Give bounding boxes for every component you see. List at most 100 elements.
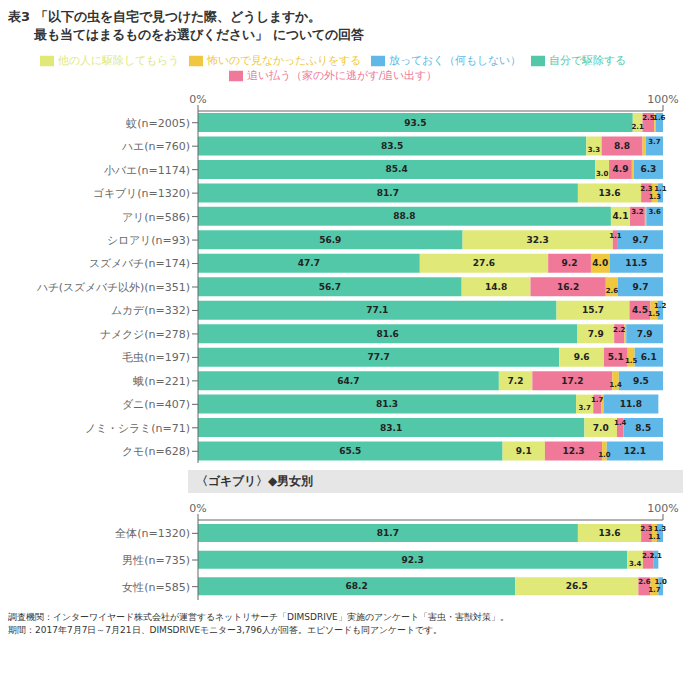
svg-text:ダニ(n=407): ダニ(n=407) [122, 398, 190, 411]
svg-text:81.6: 81.6 [377, 329, 399, 339]
svg-text:12.1: 12.1 [624, 446, 646, 456]
svg-text:92.3: 92.3 [401, 555, 423, 565]
svg-text:1.4: 1.4 [614, 419, 627, 427]
svg-text:26.5: 26.5 [566, 581, 588, 591]
svg-text:9.6: 9.6 [574, 352, 590, 362]
svg-text:14.8: 14.8 [485, 282, 507, 292]
svg-text:6.1: 6.1 [641, 352, 657, 362]
svg-text:11.8: 11.8 [620, 399, 642, 409]
svg-text:2.3: 2.3 [640, 525, 653, 533]
svg-text:1.6: 1.6 [653, 114, 666, 122]
svg-text:7.0: 7.0 [593, 423, 609, 433]
svg-text:1.3: 1.3 [654, 525, 667, 533]
svg-text:ナメクジ(n=278): ナメクジ(n=278) [100, 328, 190, 341]
svg-text:アリ(n=586): アリ(n=586) [122, 211, 190, 224]
svg-text:1.5: 1.5 [648, 310, 661, 318]
svg-text:女性(n=585): 女性(n=585) [122, 581, 190, 594]
svg-text:27.6: 27.6 [473, 258, 495, 268]
svg-text:ムカデ(n=332): ムカデ(n=332) [111, 304, 190, 317]
svg-text:81.7: 81.7 [377, 528, 399, 538]
svg-text:2.2: 2.2 [613, 326, 626, 334]
svg-text:シロアリ(n=93): シロアリ(n=93) [107, 234, 190, 247]
svg-text:1.3: 1.3 [649, 193, 662, 201]
svg-text:1.1: 1.1 [654, 185, 667, 193]
svg-text:17.2: 17.2 [561, 376, 583, 386]
svg-text:12.3: 12.3 [562, 446, 584, 456]
svg-text:スズメバチ(n=174): スズメバチ(n=174) [89, 257, 190, 270]
svg-text:蚊(n=2005): 蚊(n=2005) [126, 117, 190, 130]
svg-text:8.5: 8.5 [635, 423, 651, 433]
svg-text:3.6: 3.6 [648, 208, 661, 216]
svg-text:6.3: 6.3 [640, 164, 656, 174]
svg-text:9.2: 9.2 [562, 258, 578, 268]
svg-text:85.4: 85.4 [385, 164, 407, 174]
svg-text:3.7: 3.7 [648, 138, 661, 146]
svg-text:64.7: 64.7 [337, 376, 359, 386]
svg-text:1.5: 1.5 [625, 357, 638, 365]
svg-text:15.7: 15.7 [582, 305, 604, 315]
svg-text:ゴキブリ(n=1320): ゴキブリ(n=1320) [93, 187, 190, 200]
svg-text:1.1: 1.1 [609, 232, 622, 240]
svg-text:3.2: 3.2 [631, 208, 644, 216]
svg-text:7.2: 7.2 [508, 376, 524, 386]
svg-text:81.7: 81.7 [377, 188, 399, 198]
svg-text:1.1: 1.1 [648, 533, 661, 541]
svg-text:13.6: 13.6 [598, 528, 620, 538]
svg-text:1.2: 1.2 [654, 302, 667, 310]
svg-text:毛虫(n=197): 毛虫(n=197) [122, 351, 190, 364]
svg-text:ハチ(スズメバチ以外)(n=351): ハチ(スズメバチ以外)(n=351) [36, 281, 190, 294]
svg-text:2.1: 2.1 [631, 123, 644, 131]
svg-text:47.7: 47.7 [298, 258, 320, 268]
svg-text:3.7: 3.7 [578, 404, 591, 412]
svg-text:5.1: 5.1 [608, 352, 624, 362]
svg-text:4.1: 4.1 [612, 211, 628, 221]
svg-text:100%: 100% [647, 502, 678, 515]
svg-text:小バエ(n=1174): 小バエ(n=1174) [104, 164, 190, 177]
svg-text:1.0: 1.0 [654, 578, 667, 586]
svg-text:ノミ・シラミ(n=71): ノミ・シラミ(n=71) [85, 422, 190, 435]
svg-text:81.3: 81.3 [376, 399, 398, 409]
svg-text:クモ(n=628): クモ(n=628) [122, 445, 190, 458]
svg-text:13.6: 13.6 [598, 188, 620, 198]
svg-text:77.1: 77.1 [366, 305, 388, 315]
svg-text:3.3: 3.3 [588, 146, 601, 154]
svg-text:4.0: 4.0 [592, 258, 608, 268]
svg-text:9.7: 9.7 [632, 235, 648, 245]
svg-text:93.5: 93.5 [404, 118, 426, 128]
svg-text:100%: 100% [647, 93, 678, 106]
svg-text:65.5: 65.5 [339, 446, 361, 456]
svg-text:1.7: 1.7 [648, 586, 661, 594]
svg-text:1.7: 1.7 [591, 396, 604, 404]
svg-text:3.0: 3.0 [596, 170, 609, 178]
svg-text:7.9: 7.9 [588, 329, 604, 339]
svg-text:83.5: 83.5 [381, 141, 403, 151]
svg-text:ハエ(n=760): ハエ(n=760) [121, 140, 190, 153]
svg-text:9.5: 9.5 [633, 376, 649, 386]
svg-text:0%: 0% [189, 502, 206, 515]
svg-text:8.8: 8.8 [614, 141, 630, 151]
svg-text:83.1: 83.1 [380, 423, 402, 433]
svg-text:4.5: 4.5 [632, 305, 648, 315]
svg-text:3.4: 3.4 [629, 560, 642, 568]
svg-text:男性(n=735): 男性(n=735) [122, 554, 190, 567]
svg-text:1.1: 1.1 [650, 552, 663, 560]
svg-text:蛾(n=221): 蛾(n=221) [133, 375, 190, 388]
svg-text:77.7: 77.7 [368, 352, 390, 362]
svg-text:7.9: 7.9 [637, 329, 653, 339]
svg-text:2.6: 2.6 [638, 578, 651, 586]
svg-text:56.9: 56.9 [319, 235, 341, 245]
svg-text:4.9: 4.9 [612, 164, 628, 174]
svg-text:88.8: 88.8 [393, 211, 415, 221]
svg-text:16.2: 16.2 [557, 282, 579, 292]
svg-text:32.3: 32.3 [527, 235, 549, 245]
svg-text:全体(n=1320): 全体(n=1320) [115, 527, 190, 540]
svg-text:2.6: 2.6 [606, 287, 619, 295]
svg-text:68.2: 68.2 [345, 581, 367, 591]
svg-text:9.1: 9.1 [516, 446, 532, 456]
svg-text:56.7: 56.7 [319, 282, 341, 292]
svg-text:11.5: 11.5 [625, 258, 647, 268]
svg-text:1.0: 1.0 [598, 451, 611, 459]
svg-text:1.4: 1.4 [609, 381, 622, 389]
svg-text:2.3: 2.3 [640, 185, 653, 193]
svg-text:9.7: 9.7 [632, 282, 648, 292]
